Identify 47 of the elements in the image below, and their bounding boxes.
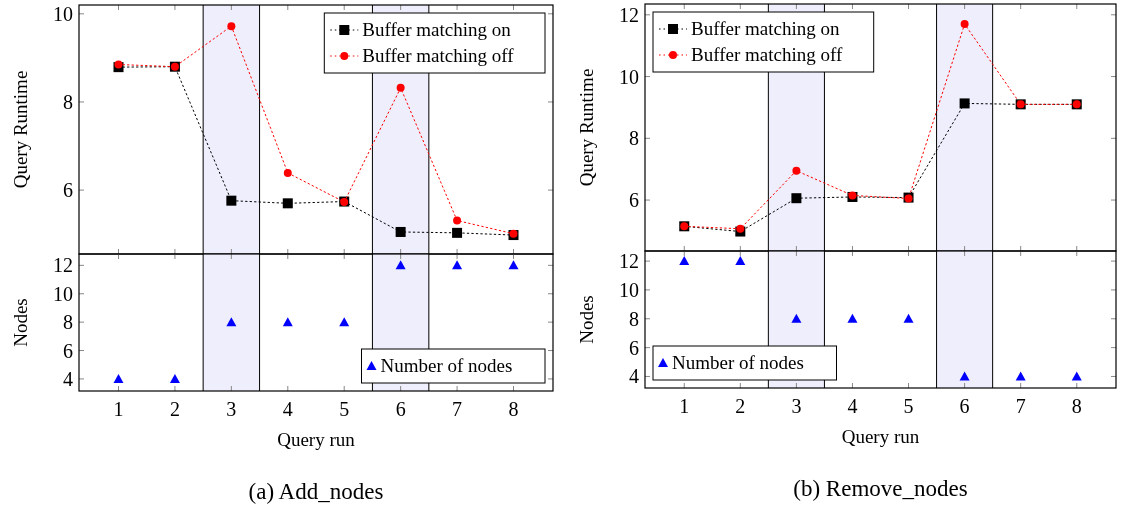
y-tick-label: 4 <box>629 365 639 388</box>
legend-label: Buffer matching on <box>691 18 840 39</box>
text: (b) Remove_nodes <box>793 476 968 501</box>
x-tick-label: 8 <box>1071 395 1082 417</box>
y-tick-label: 10 <box>53 2 73 25</box>
x-tick-label: 4 <box>847 395 858 417</box>
y-tick-label: 8 <box>629 127 639 150</box>
y-tick-label: 4 <box>63 367 73 390</box>
x-axis-title: Query run <box>841 426 920 447</box>
y-tick-label: 6 <box>63 179 73 202</box>
legend-label: Buffer matching off <box>362 45 515 66</box>
x-axis-title: Query run <box>277 429 356 450</box>
y-axis-title: Nodes <box>10 298 31 347</box>
x-tick-label: 3 <box>791 395 802 417</box>
x-tick-label: 7 <box>452 398 463 420</box>
y-tick-label: 12 <box>53 254 73 277</box>
y-tick-label: 12 <box>619 3 639 26</box>
x-tick-label: 2 <box>169 398 180 420</box>
legend-label: Buffer matching on <box>362 19 512 40</box>
y-tick-label: 8 <box>63 90 73 113</box>
y-axis-title: Query Runtime <box>576 68 597 187</box>
y-tick-label: 10 <box>619 65 639 88</box>
x-tick-label: 2 <box>735 395 746 417</box>
y-tick-label: 6 <box>63 339 73 362</box>
y-axis-title: Query Runtime <box>10 70 31 189</box>
x-tick-label: 6 <box>959 395 970 417</box>
y-tick-label: 10 <box>53 282 73 305</box>
x-tick-label: 1 <box>679 395 690 417</box>
x-tick-label: 8 <box>508 398 519 420</box>
x-tick-label: 4 <box>282 398 293 420</box>
x-tick-label: 5 <box>339 398 350 420</box>
x-tick-label: 7 <box>1015 395 1026 417</box>
x-tick-label: 5 <box>903 395 914 417</box>
x-tick-label: 6 <box>395 398 406 420</box>
x-tick-label: 1 <box>113 398 124 420</box>
text: (a) Add_nodes <box>248 479 384 504</box>
x-tick-label: 3 <box>226 398 237 420</box>
y-tick-label: 10 <box>619 278 639 301</box>
legend-label: Buffer matching off <box>691 44 843 65</box>
y-axis-title: Nodes <box>576 295 597 344</box>
y-tick-label: 8 <box>63 311 73 334</box>
y-tick-label: 6 <box>629 189 639 212</box>
legend-label: Number of nodes <box>380 355 513 376</box>
y-tick-label: 12 <box>619 250 639 273</box>
y-tick-label: 8 <box>629 307 639 330</box>
legend-label: Number of nodes <box>672 352 804 373</box>
y-tick-label: 6 <box>629 336 639 359</box>
